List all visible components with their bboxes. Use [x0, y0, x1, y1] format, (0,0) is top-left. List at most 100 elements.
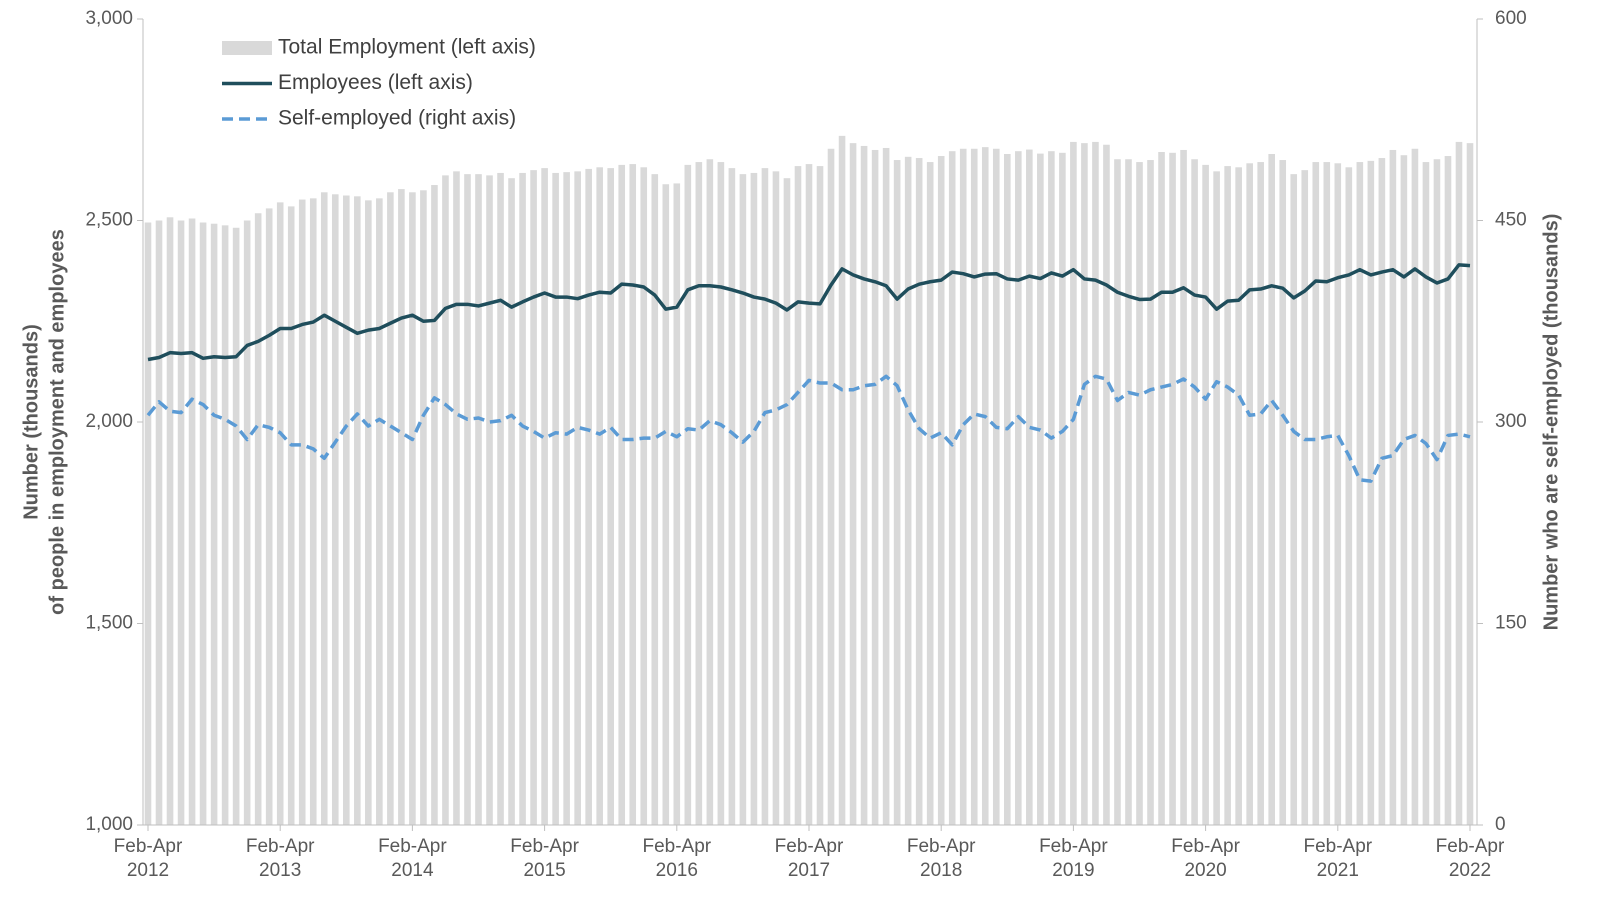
bar: [265, 208, 273, 825]
bar: [1059, 152, 1066, 825]
legend-label: Self-employed (right axis): [278, 107, 516, 130]
bar: [453, 171, 460, 826]
line-series: [146, 374, 1471, 483]
x-tick-label: Feb-Apr 2012: [113, 836, 183, 881]
bar: [607, 168, 614, 826]
line-series: [147, 263, 1471, 362]
x-tick-label: Feb-Apr 2020: [1171, 836, 1240, 881]
bar: [409, 192, 416, 826]
x-tick-label: Feb-Apr 2014: [378, 836, 447, 881]
x-tick-label: Feb-Apr 2013: [245, 836, 315, 881]
bar: [816, 166, 824, 826]
bar: [1334, 163, 1342, 826]
y-tick-label: 3,000: [85, 8, 133, 29]
bar: [1103, 144, 1110, 826]
legend-swatch: [222, 41, 272, 55]
bar: [144, 222, 152, 825]
bar: [431, 185, 438, 825]
bar: [155, 220, 163, 825]
bar: [497, 172, 504, 826]
bar: [937, 156, 945, 825]
bar: [1400, 155, 1408, 826]
bar: [1070, 141, 1077, 826]
bar: [1312, 162, 1320, 825]
bar: [585, 168, 592, 825]
bar: [915, 158, 923, 825]
y-tick-label: 1,500: [85, 613, 133, 634]
bar: [309, 198, 317, 825]
bar: [276, 202, 284, 826]
bar: [1257, 162, 1264, 825]
bar: [519, 172, 526, 826]
bar: [926, 162, 934, 825]
bar: [959, 148, 967, 826]
bar: [1191, 159, 1198, 825]
bar: [398, 189, 405, 826]
bar: [1246, 163, 1253, 826]
bar: [1004, 154, 1011, 825]
bar: [376, 198, 383, 825]
bar: [1147, 160, 1154, 826]
bar: [1433, 159, 1441, 825]
x-tick-label: Feb-Apr 2017: [774, 836, 844, 881]
x-tick-label: Feb-Apr 2015: [510, 836, 579, 881]
bar: [1444, 156, 1452, 825]
y2-tick-label: 450: [1495, 210, 1527, 231]
y-tick-label: 1,000: [85, 814, 133, 835]
bar: [706, 159, 714, 825]
y-axis-title: of people in employment and employees: [46, 229, 68, 615]
bar: [882, 147, 890, 825]
bar: [893, 160, 901, 826]
bar: [1026, 149, 1033, 825]
bar: [640, 167, 648, 825]
bar: [166, 217, 174, 825]
bar: [563, 172, 570, 825]
y2-axis-title: Number who are self-employed (thousands): [1540, 214, 1562, 631]
bar: [188, 218, 196, 826]
bar: [232, 227, 240, 825]
bar: [849, 143, 857, 825]
bar: [904, 156, 912, 826]
bar: [838, 135, 846, 825]
bar: [1301, 170, 1309, 825]
bar: [1345, 167, 1353, 825]
bar: [243, 220, 251, 825]
y-tick-label: 2,500: [85, 210, 133, 231]
y2-tick-label: 300: [1495, 411, 1527, 432]
bar: [695, 162, 703, 825]
bar: [552, 172, 559, 826]
bar: [199, 222, 207, 825]
bar: [1092, 141, 1099, 826]
bar: [442, 175, 449, 825]
bar: [1268, 154, 1275, 825]
bar: [794, 166, 802, 826]
bar: [298, 199, 306, 825]
bar: [177, 220, 185, 825]
bar: [475, 174, 482, 825]
bar: [1081, 143, 1088, 825]
bar: [1356, 162, 1364, 825]
bar: [728, 168, 736, 826]
bar: [1169, 152, 1176, 825]
bar: [1015, 151, 1022, 825]
bar: [1455, 141, 1463, 826]
bar: [354, 196, 361, 825]
bar: [1466, 143, 1474, 825]
bar: [343, 195, 350, 825]
bar: [1037, 153, 1044, 826]
bar: [673, 183, 681, 825]
bar: [1180, 149, 1187, 826]
bar: [948, 151, 956, 825]
bar: [860, 145, 868, 825]
bar: [1367, 160, 1375, 825]
bar: [320, 192, 328, 826]
bar: [629, 164, 637, 825]
y2-tick-label: 150: [1495, 613, 1527, 634]
x-tick-label: Feb-Apr 2016: [642, 836, 712, 881]
y-tick-label: 2,000: [85, 411, 133, 432]
legend-label: Employees (left axis): [278, 71, 473, 94]
bar: [1158, 151, 1165, 826]
bar: [970, 148, 978, 826]
